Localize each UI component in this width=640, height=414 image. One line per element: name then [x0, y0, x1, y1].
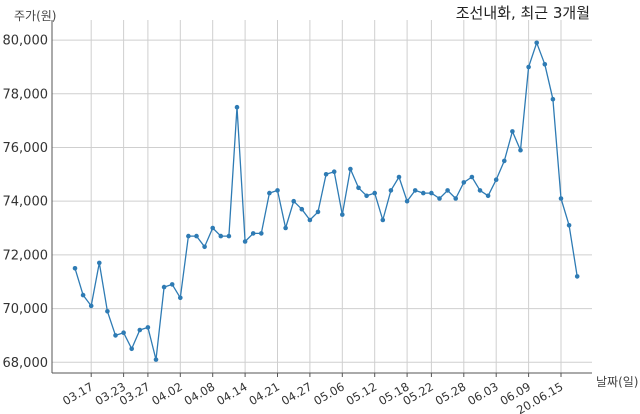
x-tick-label: 03.17 — [60, 379, 96, 408]
data-point — [340, 212, 345, 217]
data-point — [574, 274, 580, 279]
x-tick-label: 04.08 — [182, 379, 218, 408]
data-point — [453, 196, 459, 201]
data-point — [364, 193, 369, 199]
data-point — [145, 325, 151, 330]
data-point — [234, 104, 240, 110]
data-point — [178, 295, 183, 301]
chart-title: 조선내화, 최근 3개월 — [456, 4, 590, 22]
data-point — [194, 233, 199, 239]
data-point — [153, 357, 159, 362]
data-point — [388, 188, 394, 193]
data-point — [307, 217, 313, 223]
data-point — [161, 284, 167, 290]
data-point — [283, 225, 288, 231]
x-tick-label: 05.06 — [311, 379, 347, 408]
data-point — [566, 223, 572, 228]
y-tick-label: 76,000 — [3, 141, 49, 156]
data-point — [105, 309, 110, 314]
price-series — [72, 40, 580, 362]
data-point — [412, 188, 418, 193]
data-point — [437, 196, 442, 201]
data-point — [202, 244, 207, 250]
data-point — [315, 209, 321, 215]
data-point — [380, 217, 386, 223]
data-point — [299, 206, 305, 212]
data-point — [121, 330, 126, 336]
x-tick-label: 04.21 — [246, 379, 282, 408]
data-point — [129, 346, 134, 352]
data-point — [421, 190, 426, 196]
data-point — [113, 333, 118, 338]
data-point — [526, 64, 531, 70]
y-axis-label: 주가(원) — [14, 9, 56, 23]
data-point — [218, 233, 224, 239]
x-tick-label: 05.12 — [344, 379, 380, 408]
data-point — [502, 158, 507, 164]
x-tick-label: 06.03 — [465, 379, 501, 408]
data-point — [550, 96, 556, 102]
data-point — [348, 166, 353, 172]
y-tick-label: 72,000 — [3, 248, 49, 263]
data-point — [169, 282, 175, 287]
data-point — [323, 172, 329, 177]
data-point — [259, 231, 264, 236]
x-axis-label: 날짜(일) — [596, 375, 638, 389]
data-point — [510, 129, 515, 134]
data-point — [493, 177, 499, 182]
x-tick-label: 04.14 — [214, 379, 250, 408]
data-point — [186, 233, 191, 239]
data-point — [80, 292, 86, 298]
data-point — [558, 196, 564, 201]
y-tick-label: 78,000 — [3, 87, 49, 102]
data-point — [372, 190, 378, 196]
axes — [51, 20, 592, 377]
data-point — [267, 190, 272, 196]
data-point — [461, 180, 467, 185]
x-tick-label: 04.02 — [149, 379, 185, 408]
data-point — [242, 239, 248, 244]
data-point — [137, 327, 143, 333]
data-point — [534, 40, 539, 46]
y-tick-label: 70,000 — [3, 302, 49, 317]
data-point — [291, 198, 297, 204]
data-point — [404, 198, 410, 204]
data-point — [275, 188, 280, 193]
y-tick-label: 68,000 — [3, 356, 49, 371]
x-tick-label: 05.28 — [433, 379, 469, 408]
data-point — [226, 233, 232, 239]
data-point — [445, 188, 450, 193]
y-tick-label: 74,000 — [3, 195, 49, 210]
data-point — [429, 190, 434, 196]
data-point — [97, 260, 102, 266]
data-point — [250, 231, 256, 236]
grid — [52, 20, 592, 373]
data-point — [469, 174, 475, 180]
data-point — [396, 174, 402, 180]
data-point — [477, 188, 483, 193]
data-point — [72, 266, 78, 271]
y-tick-label: 80,000 — [3, 34, 49, 49]
data-point — [485, 193, 491, 199]
data-point — [210, 225, 215, 231]
tick-labels: 68,000 70,000 72,000 74,000 76,000 78,000 80,0… — [3, 34, 566, 414]
data-point — [88, 303, 94, 309]
data-point — [331, 169, 337, 174]
data-point — [356, 185, 361, 191]
x-tick-label: 04.27 — [279, 379, 315, 408]
data-point — [542, 62, 548, 67]
data-point — [518, 147, 523, 153]
